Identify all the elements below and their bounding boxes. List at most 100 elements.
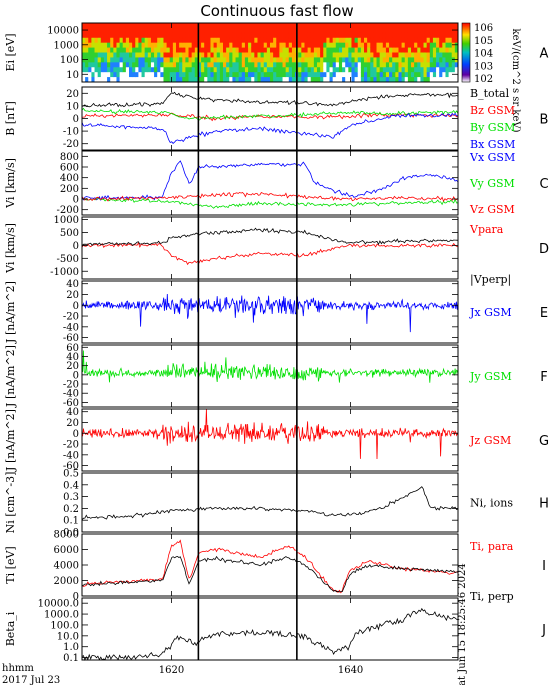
heatmap-cell: [191, 42, 196, 48]
heatmap-cell: [182, 62, 186, 68]
heatmap-cell: [326, 37, 330, 44]
heatmap-cell: [448, 72, 453, 78]
heatmap-cell: [132, 52, 136, 58]
heatmap-cell: [241, 23, 246, 29]
heatmap-cell: [138, 32, 142, 39]
heatmap-cell: [317, 57, 321, 63]
heatmap-cell: [332, 77, 337, 83]
heatmap-cell: [201, 32, 205, 39]
heatmap-cell: [257, 72, 261, 78]
heatmap-cell: [110, 62, 114, 68]
panel-letter: E: [540, 306, 548, 321]
heatmap-cell: [404, 42, 409, 48]
heatmap-cell: [266, 47, 271, 53]
heatmap-cell: [429, 32, 434, 39]
y-tick-label: 0: [73, 114, 79, 125]
y-tick-label: 8000: [54, 530, 79, 541]
heatmap-cell: [332, 47, 337, 53]
heatmap-cell: [426, 67, 431, 73]
y-tick-label: 0.3: [63, 492, 79, 503]
y-tick-label: -40: [63, 389, 79, 400]
heatmap-cell: [157, 62, 161, 68]
heatmap-cell: [320, 62, 324, 68]
heatmap-cell: [451, 47, 456, 53]
heatmap-cell: [213, 67, 218, 73]
heatmap-cell: [216, 77, 221, 83]
heatmap-cell: [125, 77, 130, 83]
heatmap-cell: [122, 47, 127, 53]
heatmap-cell: [392, 37, 396, 44]
heatmap-cell: [204, 37, 208, 44]
heatmap-cell: [307, 67, 312, 73]
heatmap-cell: [97, 23, 102, 29]
heatmap-cell: [345, 42, 349, 48]
heatmap-cell: [216, 67, 221, 73]
legend-entry: Ni, ions: [470, 497, 513, 510]
heatmap-cell: [103, 47, 108, 53]
heatmap-cell: [113, 72, 117, 78]
heatmap-cell: [254, 47, 258, 53]
heatmap-cell: [364, 77, 368, 83]
heatmap-cell: [298, 27, 302, 34]
heatmap-cell: [129, 52, 133, 58]
heatmap-cell: [194, 23, 199, 29]
heatmap-cell: [436, 37, 440, 44]
heatmap-cell: [442, 62, 446, 68]
heatmap-cell: [216, 23, 221, 29]
heatmap-cell: [282, 32, 287, 39]
heatmap-cell: [323, 67, 327, 73]
heatmap-cell: [116, 72, 120, 78]
heatmap-cell: [103, 32, 108, 39]
heatmap-cell: [407, 57, 412, 63]
heatmap-cell: [138, 52, 142, 58]
panel-letter: G: [539, 434, 549, 449]
heatmap-cell: [429, 27, 434, 34]
y-tick-label: 10: [66, 70, 79, 81]
heatmap-cell: [301, 52, 305, 58]
heatmap-cell: [191, 77, 196, 83]
heatmap-cell: [420, 62, 424, 68]
heatmap-cell: [260, 57, 265, 63]
heatmap-cell: [176, 42, 180, 48]
y-tick-label: 0: [73, 370, 79, 381]
heatmap-cell: [351, 32, 355, 39]
heatmap-cell: [169, 42, 174, 48]
heatmap-cell: [407, 67, 412, 73]
heatmap-cell: [432, 47, 437, 53]
series-line-B-2: [81, 107, 459, 121]
heatmap-cell: [141, 23, 146, 29]
heatmap-cell: [204, 57, 208, 63]
heatmap-cell: [82, 67, 86, 73]
heatmap-cell: [166, 52, 171, 58]
heatmap-cell: [132, 27, 136, 34]
heatmap-cell: [401, 72, 406, 78]
heatmap-cell: [282, 47, 287, 53]
heatmap-cell: [172, 57, 177, 63]
heatmap-cell: [411, 62, 415, 68]
heatmap-cell: [91, 67, 95, 73]
heatmap-cell: [392, 52, 396, 58]
heatmap-cell: [364, 62, 368, 68]
heatmap-cell: [276, 42, 280, 48]
y-tick-label: -20: [63, 312, 79, 323]
heatmap-cell: [188, 72, 193, 78]
heatmap-cell: [257, 57, 261, 63]
heatmap-cell: [238, 42, 243, 48]
heatmap-cell: [163, 37, 167, 44]
heatmap-cell: [279, 57, 283, 63]
heatmap-cell: [251, 72, 255, 78]
heatmap-cell: [110, 67, 114, 73]
heatmap-cell: [304, 23, 308, 29]
heatmap-cell: [94, 57, 99, 63]
heatmap-cell: [82, 57, 86, 63]
heatmap-cell: [91, 72, 95, 78]
heatmap-cell: [176, 67, 180, 73]
heatmap-cell: [348, 62, 352, 68]
heatmap-cell: [219, 57, 224, 63]
heatmap-cell: [135, 57, 139, 63]
heatmap-cell: [235, 47, 240, 53]
heatmap-cell: [122, 62, 127, 68]
series-line-H-0: [81, 486, 459, 521]
heatmap-cell: [389, 57, 393, 63]
